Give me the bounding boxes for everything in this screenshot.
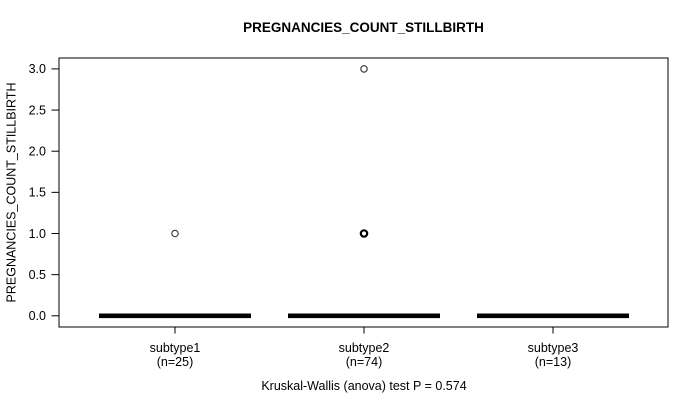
stat-test-annotation: Kruskal-Wallis (anova) test P = 0.574 — [261, 379, 466, 393]
median-line — [99, 313, 251, 319]
x-group-sublabel: (n=74) — [346, 355, 382, 369]
plot-box — [58, 57, 669, 328]
median-line — [288, 313, 440, 319]
y-axis-label: PREGNANCIES_COUNT_STILLBIRTH — [5, 83, 19, 303]
x-group-sublabel: (n=25) — [157, 355, 193, 369]
outlier-point — [360, 65, 368, 73]
chart-title: PREGNANCIES_COUNT_STILLBIRTH — [243, 20, 484, 35]
y-tick-label: 2.5 — [29, 103, 46, 117]
y-tick-label: 0.0 — [29, 309, 46, 323]
y-tick-label: 0.5 — [29, 268, 46, 282]
median-line — [477, 313, 629, 319]
y-tick-label: 1.5 — [29, 186, 46, 200]
y-axis: 0.0 0.5 1.0 1.5 2.0 2.5 3.0 — [29, 62, 59, 323]
x-group-label: subtype2 — [339, 341, 390, 355]
x-axis: subtype1(n=25) subtype2(n=74) subtype3(n=1… — [150, 327, 579, 369]
x-group-label: subtype1 — [150, 341, 201, 355]
outlier-point — [171, 229, 179, 238]
y-tick-label: 3.0 — [29, 62, 46, 76]
y-tick-label: 1.0 — [29, 227, 46, 241]
outlier-point — [359, 229, 369, 238]
x-group-label: subtype3 — [528, 341, 579, 355]
boxplot-series — [99, 65, 629, 319]
x-group-sublabel: (n=13) — [535, 355, 571, 369]
y-tick-label: 2.0 — [29, 145, 46, 159]
